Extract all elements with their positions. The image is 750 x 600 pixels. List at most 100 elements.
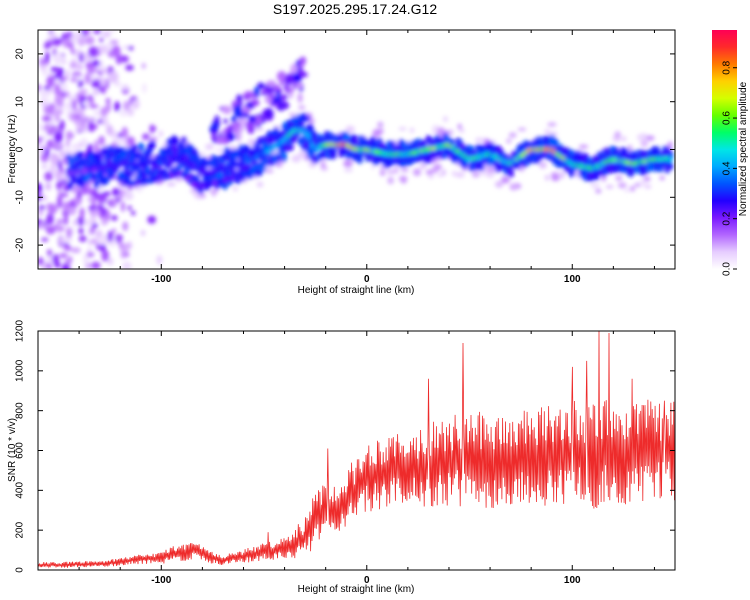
spectrogram-cell (299, 56, 307, 65)
spectrogram-cell (236, 94, 242, 103)
spectrogram-cell (91, 59, 101, 67)
spectrogram-cell (287, 143, 294, 152)
spectrogram-cell (122, 261, 132, 269)
spectrogram-cell (166, 182, 176, 186)
spectrogram-cell (118, 240, 124, 250)
spectrogram-cell (96, 204, 105, 211)
spectrogram-cell (56, 195, 63, 206)
spectrogram-cell (71, 71, 82, 78)
spectrogram-cell (244, 91, 254, 97)
spectrogram-cell (56, 181, 63, 191)
spectrogram-cell (50, 66, 61, 73)
spectrogram-cell (64, 69, 71, 78)
spectrogram-cell (121, 126, 128, 139)
spectrogram-cell (50, 33, 56, 40)
spectrogram-cell (90, 172, 97, 182)
spectrogram-cell (295, 82, 303, 89)
spectrogram-cell (276, 154, 283, 162)
spectrogram-cell (107, 257, 114, 266)
spectrogram-cell (69, 61, 78, 69)
spectrogram-cell (108, 172, 115, 179)
spectrogram-cell (121, 137, 127, 144)
spectrogram-cell (57, 159, 62, 171)
spectrogram-cell (49, 88, 56, 93)
spectrogram-cell (100, 106, 108, 117)
spectrogram-cell (121, 242, 129, 253)
spectrogram-cell (644, 184, 652, 189)
spectrogram-cell (259, 163, 266, 173)
spectrogram-cell (102, 193, 107, 204)
spectrogram-cell (227, 130, 234, 142)
spectrogram-cell (42, 66, 48, 77)
spectrogram-cell (615, 175, 623, 181)
snr-y-tick-label: 400 (15, 482, 26, 499)
spectrogram-cell (43, 86, 51, 91)
spectrogram-cell (38, 257, 44, 266)
spectrogram-cell (508, 132, 517, 138)
spectrogram-y-tick-label: 0 (15, 146, 26, 152)
spectrogram-cell (92, 88, 100, 96)
spectrogram-cell (248, 115, 257, 124)
spectrogram-cell (149, 125, 157, 132)
spectrogram-cell (147, 215, 157, 224)
figure-title: S197.2025.295.17.24.G12 (272, 1, 438, 17)
spectrogram-cell (65, 91, 71, 98)
spectrogram-cell (92, 30, 102, 34)
spectrogram-cell (506, 138, 512, 144)
spectrogram-cell (279, 80, 285, 86)
spectrogram-cell (55, 104, 61, 112)
spectrogram-cell (539, 161, 547, 169)
spectrogram-cell (89, 104, 99, 109)
spectrogram-cell (70, 48, 75, 55)
spectrogram-cell (242, 172, 249, 179)
spectrogram-cell (75, 63, 84, 71)
spectrogram-cell (103, 119, 109, 127)
spectrogram-cell (387, 176, 394, 185)
spectrogram-cell (52, 253, 60, 266)
spectrogram-cell (96, 193, 105, 202)
spectrogram-cell (236, 130, 242, 142)
spectrogram-x-ticks: -100 0 100 (37, 30, 655, 285)
spectrogram-cell (257, 82, 265, 90)
spectrogram-cell (614, 131, 621, 139)
spectrogram-cell (125, 64, 134, 71)
spectrogram-cell (57, 190, 63, 196)
spectrogram-cell (298, 150, 307, 158)
spectrogram-x-tick-label: -100 (151, 274, 171, 285)
spectrogram-cell (209, 126, 219, 133)
snr-y-tick-label: 0 (15, 567, 26, 573)
spectrogram-cell (87, 94, 94, 103)
spectrogram-cell (591, 182, 597, 189)
spectrogram-cell (85, 172, 92, 180)
spectrogram-x-tick-label: 0 (364, 274, 370, 285)
spectrogram-cell (88, 205, 97, 211)
spectrogram-cell (111, 167, 118, 174)
spectrogram-y-ticks: -20 -10 0 10 20 (15, 48, 675, 252)
spectrogram-cell (111, 199, 117, 206)
spectrogram-cell (231, 115, 237, 123)
spectrogram-cell (47, 204, 57, 215)
spectrogram-y-axis-label: Frequency (Hz) (7, 115, 18, 184)
spectrogram-cell (351, 134, 358, 144)
spectrogram-cell (57, 110, 63, 115)
spectrogram-cell (84, 72, 92, 85)
spectrogram-cell (458, 128, 465, 134)
spectrogram-cell (65, 138, 70, 148)
spectrogram-cell (148, 136, 158, 142)
spectrogram-cell (74, 30, 84, 40)
spectrogram-cell (44, 147, 50, 158)
spectrogram-x-axis-label: Height of straight line (km) (298, 285, 415, 296)
spectrogram-cell (91, 223, 99, 229)
spectrogram-cell (265, 169, 274, 173)
spectrogram-cell (494, 163, 501, 171)
snr-x-ticks: -100 0 100 (37, 331, 655, 586)
spectrogram-y-tick-label: 10 (15, 96, 26, 108)
spectrogram-cell (101, 30, 112, 38)
spectrogram-cell (108, 71, 119, 83)
spectrogram-cell (211, 131, 217, 141)
spectrogram-cell (297, 92, 303, 103)
spectrogram-cell (264, 97, 272, 103)
spectrogram-cell (51, 124, 56, 131)
spectrogram-cell (114, 81, 122, 87)
